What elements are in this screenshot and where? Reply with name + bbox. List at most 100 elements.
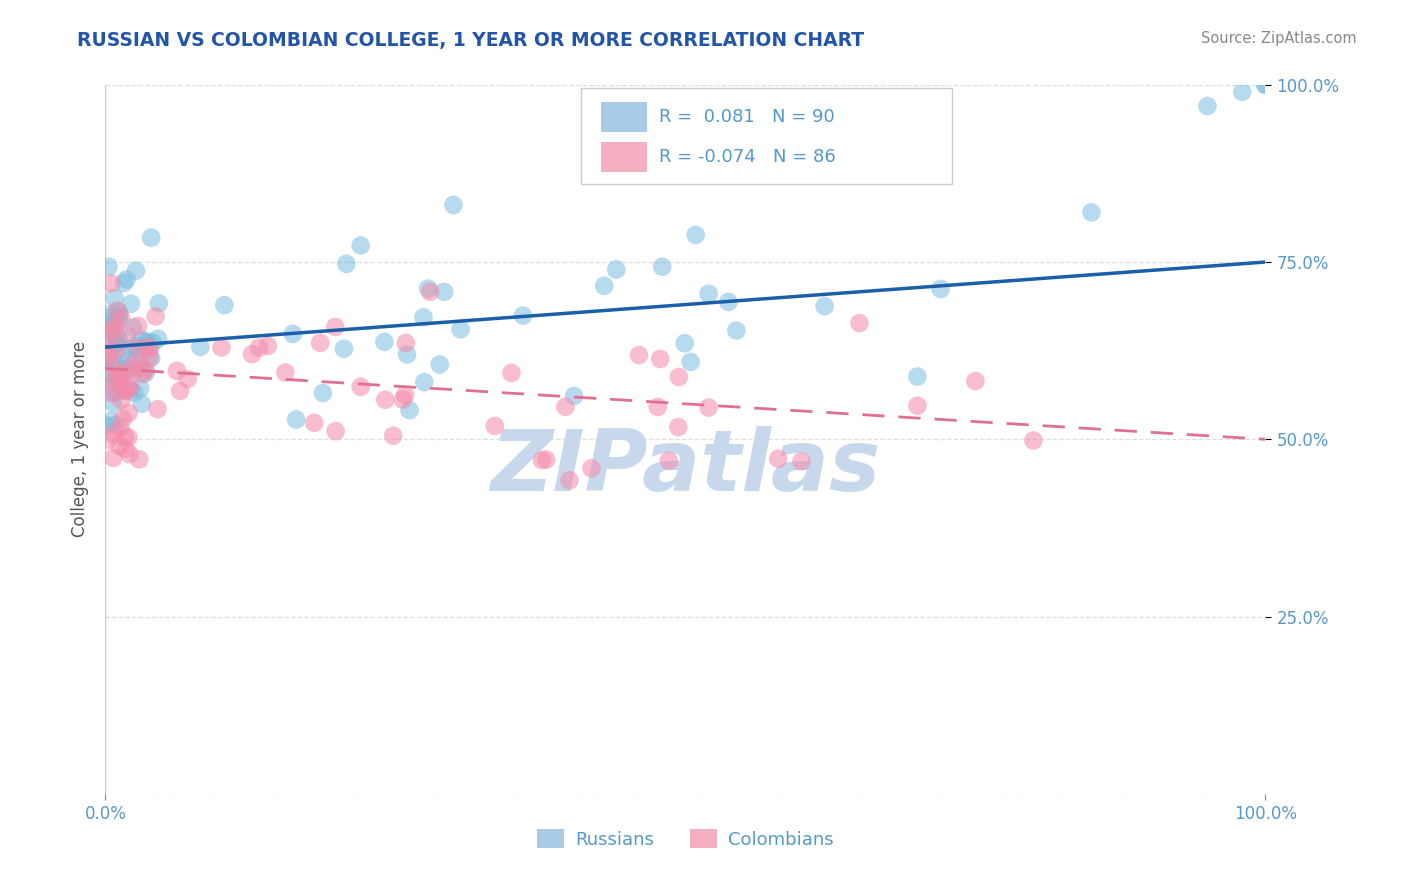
Point <box>285 412 308 426</box>
Point <box>534 452 557 467</box>
Point <box>138 351 160 365</box>
Point <box>111 367 134 381</box>
Point <box>717 294 740 309</box>
Point <box>104 318 127 332</box>
Point <box>97 350 120 364</box>
Point <box>128 358 150 372</box>
Point <box>211 341 233 355</box>
Point <box>110 421 132 435</box>
Point <box>107 372 129 386</box>
Point <box>127 342 149 356</box>
Point <box>395 335 418 350</box>
Point <box>145 310 167 324</box>
Point <box>530 453 553 467</box>
Point <box>768 451 790 466</box>
Point <box>685 227 707 242</box>
Point <box>129 347 152 361</box>
Point <box>115 384 138 398</box>
Point <box>333 342 356 356</box>
Point <box>122 341 145 355</box>
Point <box>112 384 135 398</box>
Point <box>136 340 159 354</box>
Point <box>335 257 357 271</box>
Point <box>176 372 198 386</box>
Point <box>103 427 125 442</box>
Point <box>108 307 131 321</box>
Point <box>142 335 165 350</box>
Point <box>124 338 146 352</box>
Point <box>101 361 124 376</box>
Point <box>141 351 163 366</box>
Point <box>107 332 129 346</box>
Point <box>658 454 681 468</box>
Point <box>100 386 122 401</box>
Point <box>169 384 191 398</box>
Point <box>312 386 335 401</box>
Point <box>247 341 270 355</box>
Point <box>115 354 138 368</box>
Point <box>110 392 132 407</box>
Point <box>135 335 157 350</box>
Point <box>257 339 280 353</box>
Point <box>848 316 870 330</box>
Point <box>501 366 523 380</box>
Text: R =  0.081   N = 90: R = 0.081 N = 90 <box>659 108 835 127</box>
Point <box>396 347 419 361</box>
FancyBboxPatch shape <box>600 103 647 132</box>
Point <box>134 366 156 380</box>
Point <box>382 428 405 442</box>
Point <box>413 375 436 389</box>
Point <box>562 389 585 403</box>
Point <box>394 388 416 402</box>
Point <box>188 340 211 354</box>
Point <box>790 454 813 468</box>
Point <box>107 331 129 345</box>
Point <box>104 357 127 371</box>
Point <box>668 370 690 384</box>
Legend: Russians, Colombians: Russians, Colombians <box>530 822 841 855</box>
Point <box>120 381 142 395</box>
Point <box>115 363 138 377</box>
Point <box>398 403 420 417</box>
Point <box>108 362 131 376</box>
Point <box>94 353 117 368</box>
Point <box>94 345 117 359</box>
Point <box>115 272 138 286</box>
Point <box>118 383 141 397</box>
Point <box>1022 434 1045 448</box>
Point <box>647 400 669 414</box>
Point <box>349 238 371 252</box>
Point <box>103 291 125 305</box>
Point <box>558 473 581 487</box>
Point <box>593 278 616 293</box>
Point <box>112 383 135 397</box>
Point <box>124 362 146 376</box>
Point <box>1197 99 1219 113</box>
Y-axis label: College, 1 year or more: College, 1 year or more <box>72 342 90 537</box>
Point <box>512 309 534 323</box>
Point <box>100 325 122 339</box>
Point <box>110 374 132 388</box>
Point <box>450 322 472 336</box>
Point <box>419 285 441 299</box>
Text: R = -0.074   N = 86: R = -0.074 N = 86 <box>659 148 835 166</box>
Point <box>110 368 132 382</box>
Point <box>148 296 170 310</box>
Point <box>100 414 122 428</box>
Point <box>666 420 689 434</box>
Point <box>103 418 125 433</box>
Point <box>392 392 415 407</box>
Point <box>323 319 346 334</box>
Point <box>100 307 122 321</box>
Point <box>1254 78 1277 92</box>
Point <box>111 411 134 425</box>
Point <box>115 379 138 393</box>
Point <box>112 276 135 290</box>
Point <box>651 260 673 274</box>
Point <box>374 392 396 407</box>
Point <box>697 401 720 415</box>
Point <box>100 326 122 341</box>
Point <box>281 326 304 341</box>
Point <box>131 333 153 347</box>
Point <box>94 320 117 334</box>
